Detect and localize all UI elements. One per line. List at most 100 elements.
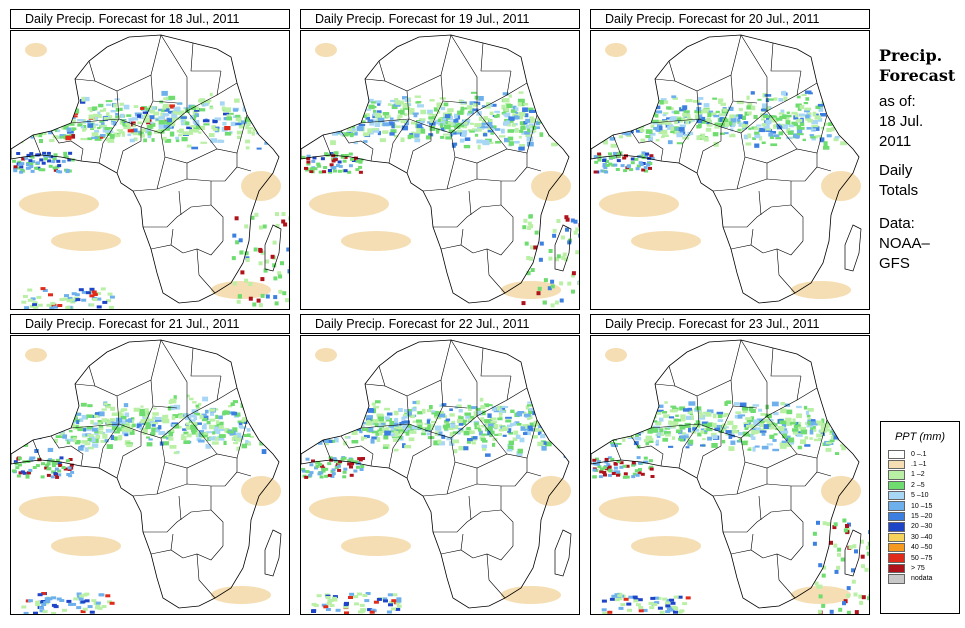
rain-cell (328, 417, 335, 423)
rain-cell (168, 432, 174, 437)
rain-cell (22, 295, 28, 298)
rain-cell (358, 165, 363, 169)
rain-cell (276, 134, 279, 139)
map-svg (301, 34, 579, 308)
rain-cell (424, 422, 432, 425)
rain-cell (369, 121, 375, 126)
rain-cell (501, 104, 506, 110)
rain-cell (41, 105, 46, 110)
rain-cell (639, 154, 644, 158)
rain-cell (382, 122, 390, 127)
rain-cell (281, 212, 286, 216)
rain-cell (782, 428, 788, 432)
rain-cell (313, 604, 319, 607)
rain-cell (828, 413, 834, 417)
rain-cell (111, 119, 116, 124)
rain-cell (804, 90, 812, 94)
rain-cell (38, 600, 44, 604)
country-border (630, 130, 664, 162)
rain-cell (304, 111, 309, 116)
rain-cell (68, 438, 74, 442)
rain-cell (556, 418, 562, 423)
country-border (506, 82, 528, 96)
rain-cell (657, 409, 664, 412)
data-source-1: NOAA– (879, 235, 930, 252)
light-rain-patch (599, 496, 679, 522)
country-border (472, 545, 514, 561)
rain-cell (620, 113, 625, 119)
rain-cell (598, 98, 604, 102)
rain-cell (496, 113, 500, 118)
rain-cell (402, 423, 408, 429)
rain-cell (834, 569, 839, 574)
rain-cell (192, 110, 198, 115)
rain-cell (272, 240, 277, 245)
rain-cell (319, 116, 327, 122)
rain-cell (713, 114, 720, 118)
rain-cell (854, 121, 859, 124)
rain-cell (577, 116, 579, 120)
rain-cell (336, 164, 340, 168)
rain-cell (533, 420, 540, 426)
rain-cell (827, 414, 835, 418)
rain-cell (546, 92, 554, 95)
rain-cell (714, 122, 720, 125)
rain-cell (666, 598, 672, 602)
rain-cell (151, 427, 157, 433)
rain-cell (233, 442, 239, 445)
rain-cell (802, 138, 806, 142)
rain-cell (263, 438, 268, 442)
rain-cell (476, 139, 483, 144)
rain-cell (648, 162, 653, 165)
rain-cell (673, 418, 679, 422)
rain-cell (503, 113, 507, 116)
light-rain-areas (309, 43, 571, 299)
rain-cell (641, 415, 646, 418)
rain-cell (796, 95, 801, 99)
rain-cell (98, 430, 104, 435)
rain-cell (746, 105, 752, 110)
rain-cell (610, 124, 617, 130)
country-border (776, 248, 796, 294)
rain-cell (215, 420, 220, 424)
rain-cell (236, 130, 243, 135)
rain-cell (25, 166, 30, 170)
rain-cell (327, 473, 332, 477)
rain-cell (684, 422, 691, 428)
rain-cell (807, 119, 813, 123)
rain-cell (29, 165, 34, 168)
rain-cell (71, 134, 76, 139)
rain-cell (673, 595, 679, 599)
rain-cell (783, 96, 788, 101)
rain-cell (270, 100, 275, 104)
rain-cell (811, 128, 817, 131)
rain-cell (521, 301, 526, 306)
rain-cell (149, 122, 156, 127)
rain-cell (55, 458, 60, 462)
rain-cell (63, 125, 69, 129)
rain-cell (26, 101, 31, 104)
rain-cell (644, 169, 649, 173)
rain-cell (448, 129, 456, 133)
rain-cell (609, 137, 616, 141)
rain-cell (325, 608, 331, 611)
rain-cell (142, 430, 148, 435)
rain-cell (327, 105, 333, 108)
rain-cell (240, 426, 247, 429)
rain-cell (728, 106, 734, 111)
rain-cell (722, 423, 727, 428)
rain-cell (430, 425, 434, 430)
rain-cell (468, 418, 473, 422)
rain-cell (233, 115, 237, 119)
rain-cell (236, 299, 241, 304)
rain-cell (833, 108, 838, 112)
rain-cell (558, 425, 563, 429)
rain-cell (850, 411, 854, 415)
rain-cell (41, 411, 45, 416)
rain-cell (766, 443, 773, 446)
rain-cell (780, 408, 787, 414)
rain-cell (501, 111, 507, 115)
rain-cell (863, 421, 868, 425)
rain-cell (93, 118, 97, 121)
rain-cell (249, 435, 254, 438)
